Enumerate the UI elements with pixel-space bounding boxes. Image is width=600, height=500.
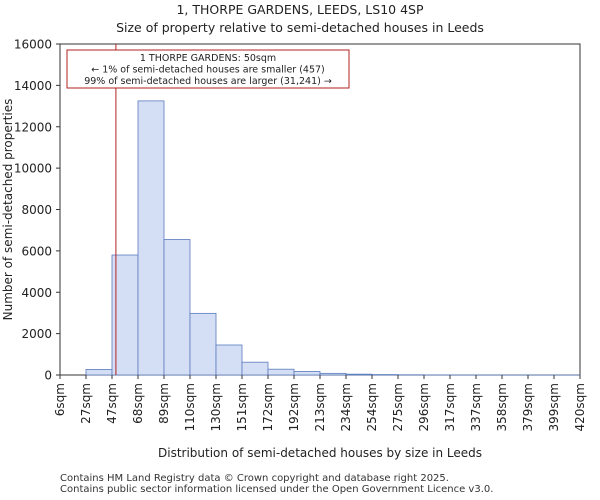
x-axis-label: Distribution of semi-detached houses by … bbox=[158, 446, 482, 460]
y-tick-label: 4000 bbox=[21, 286, 52, 300]
x-tick-label: 213sqm bbox=[313, 383, 327, 431]
bar-234sqm bbox=[345, 373, 373, 376]
footer-line-1: Contains HM Land Registry data © Crown c… bbox=[60, 473, 449, 484]
x-tick-label: 317sqm bbox=[443, 383, 457, 431]
bar-27sqm bbox=[85, 369, 113, 376]
footer-line-2: Contains public sector information licen… bbox=[60, 484, 494, 495]
y-tick-label: 6000 bbox=[21, 244, 52, 258]
y-tick-label: 0 bbox=[44, 369, 52, 383]
annotation-line-2: ← 1% of semi-detached houses are smaller… bbox=[91, 65, 325, 76]
y-tick-label: 12000 bbox=[14, 120, 52, 134]
x-tick-label: 89sqm bbox=[157, 383, 171, 424]
y-tick-label: 2000 bbox=[21, 327, 52, 341]
bar-110sqm bbox=[189, 312, 217, 376]
annotation-box bbox=[66, 49, 350, 89]
x-tick-label: 172sqm bbox=[261, 383, 275, 431]
x-tick-label: 27sqm bbox=[79, 383, 93, 424]
bar-213sqm bbox=[319, 372, 347, 376]
x-tick-label: 379sqm bbox=[521, 383, 535, 431]
x-tick-label: 337sqm bbox=[469, 383, 483, 431]
y-tick-label: 8000 bbox=[21, 203, 52, 217]
x-tick-label: 47sqm bbox=[105, 383, 119, 424]
x-tick-label: 399sqm bbox=[547, 383, 561, 431]
chart-title: 1, THORPE GARDENS, LEEDS, LS10 4SP bbox=[176, 2, 424, 17]
chart-subtitle: Size of property relative to semi-detach… bbox=[116, 20, 484, 35]
x-tick-label: 358sqm bbox=[495, 383, 509, 431]
bar-192sqm bbox=[293, 371, 321, 376]
annotation-line-3: 99% of semi-detached houses are larger (… bbox=[84, 76, 332, 87]
x-tick-label: 151sqm bbox=[235, 383, 249, 431]
bar-89sqm bbox=[163, 239, 191, 376]
x-tick-label: 6sqm bbox=[53, 383, 67, 416]
x-tick-label: 110sqm bbox=[183, 383, 197, 431]
y-tick-label: 10000 bbox=[14, 162, 52, 176]
bar-172sqm bbox=[267, 368, 295, 376]
bar-151sqm bbox=[241, 361, 269, 376]
y-axis-label: Number of semi-detached properties bbox=[1, 99, 15, 321]
annotation-line-1: 1 THORPE GARDENS: 50sqm bbox=[140, 53, 276, 64]
x-tick-label: 234sqm bbox=[339, 383, 353, 431]
x-tick-label: 420sqm bbox=[573, 383, 587, 431]
y-tick-label: 14000 bbox=[14, 79, 52, 93]
x-tick-label: 130sqm bbox=[209, 383, 223, 431]
x-tick-label: 296sqm bbox=[417, 383, 431, 431]
y-tick-label: 16000 bbox=[14, 38, 52, 52]
bar-130sqm bbox=[215, 344, 243, 376]
bar-68sqm bbox=[137, 100, 165, 376]
x-tick-label: 254sqm bbox=[365, 383, 379, 431]
x-tick-label: 68sqm bbox=[131, 383, 145, 424]
x-tick-label: 275sqm bbox=[391, 383, 405, 431]
x-tick-label: 192sqm bbox=[287, 383, 301, 431]
